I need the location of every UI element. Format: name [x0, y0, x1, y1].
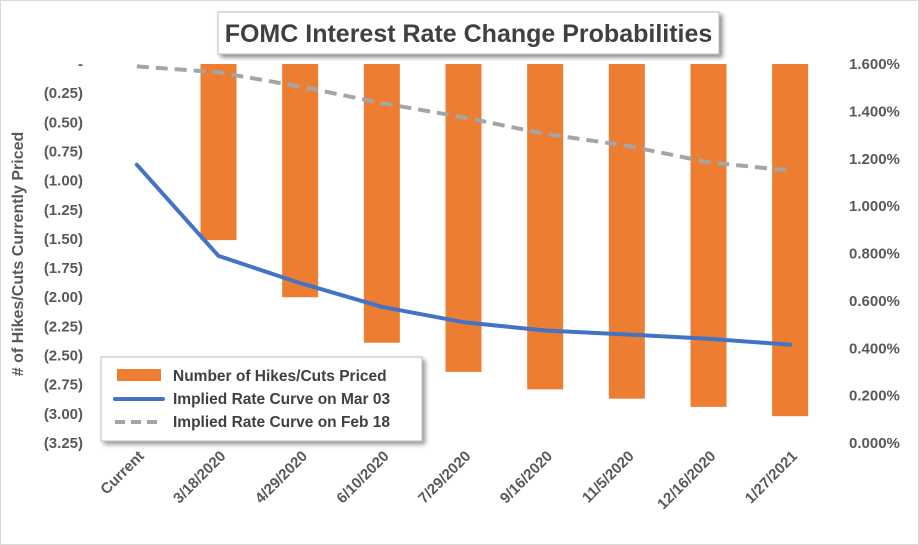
left-tick-label: (2.00)	[44, 289, 83, 306]
bar	[445, 64, 482, 372]
bar	[772, 64, 809, 417]
bar	[608, 64, 645, 399]
left-tick-label: (2.75)	[44, 377, 83, 394]
left-tick-label: -	[78, 56, 83, 73]
left-tick-label: (3.25)	[44, 435, 83, 452]
right-tick-label: 0.200%	[849, 388, 900, 405]
right-tick-label: 1.400%	[849, 103, 900, 120]
legend-swatch-bars	[117, 369, 161, 381]
right-tick-label: 1.200%	[849, 151, 900, 168]
left-axis-ticks: - (0.25) (0.50) (0.75) (1.00) (1.25) (1.50) (1.…	[44, 56, 83, 452]
right-tick-label: 0.000%	[849, 435, 900, 452]
bar	[282, 64, 319, 298]
y-axis-label: # of Hikes/Cuts Currently Priced	[10, 132, 27, 377]
right-tick-label: 0.800%	[849, 246, 900, 263]
right-tick-label: 1.600%	[849, 56, 900, 73]
x-axis-ticks: Current 3/18/2020 4/29/2020 6/10/2020 7/29/2…	[97, 448, 801, 513]
x-tick-label: 9/16/2020	[497, 448, 556, 507]
left-tick-label: (1.00)	[44, 173, 83, 190]
left-tick-label: (2.25)	[44, 318, 83, 335]
right-tick-label: 1.000%	[849, 198, 900, 215]
left-tick-label: (1.50)	[44, 231, 83, 248]
chart-title-box: FOMC Interest Rate Change Probabilities	[217, 11, 720, 55]
series-line-mar03	[134, 162, 793, 347]
bar	[363, 64, 400, 343]
x-tick-label: 1/27/2021	[742, 448, 801, 507]
legend-label-feb18: Implied Rate Curve on Feb 18	[173, 414, 390, 431]
left-tick-label: (0.75)	[44, 143, 83, 160]
legend-label-bars: Number of Hikes/Cuts Priced	[173, 368, 387, 385]
x-tick-label: 7/29/2020	[415, 448, 474, 507]
left-tick-label: (0.25)	[44, 85, 83, 102]
chart-title: FOMC Interest Rate Change Probabilities	[225, 20, 713, 48]
left-tick-label: (1.25)	[44, 202, 83, 219]
legend: Number of Hikes/Cuts Priced Implied Rate…	[100, 356, 423, 442]
left-tick-label: (0.50)	[44, 114, 83, 131]
bar	[527, 64, 564, 390]
left-tick-label: (3.00)	[44, 406, 83, 423]
right-axis-ticks: 1.600% 1.400% 1.200% 1.000% 0.800% 0.600% 0.40…	[849, 56, 900, 452]
x-tick-label: 12/16/2020	[654, 448, 719, 513]
left-tick-label: (2.50)	[44, 348, 83, 365]
left-tick-label: (1.75)	[44, 260, 83, 277]
bar	[690, 64, 727, 407]
x-tick-label: 4/29/2020	[252, 448, 311, 507]
x-tick-label: 11/5/2020	[579, 448, 638, 507]
x-tick-label: 6/10/2020	[333, 448, 392, 507]
x-tick-label: 3/18/2020	[170, 448, 229, 507]
right-tick-label: 0.600%	[849, 293, 900, 310]
line-series	[134, 64, 793, 347]
series-line-feb18	[136, 64, 791, 173]
x-tick-label: Current	[97, 448, 147, 498]
bar	[200, 64, 237, 241]
right-tick-label: 0.400%	[849, 340, 900, 357]
bar-series	[200, 64, 809, 417]
legend-label-mar03: Implied Rate Curve on Mar 03	[173, 391, 390, 408]
